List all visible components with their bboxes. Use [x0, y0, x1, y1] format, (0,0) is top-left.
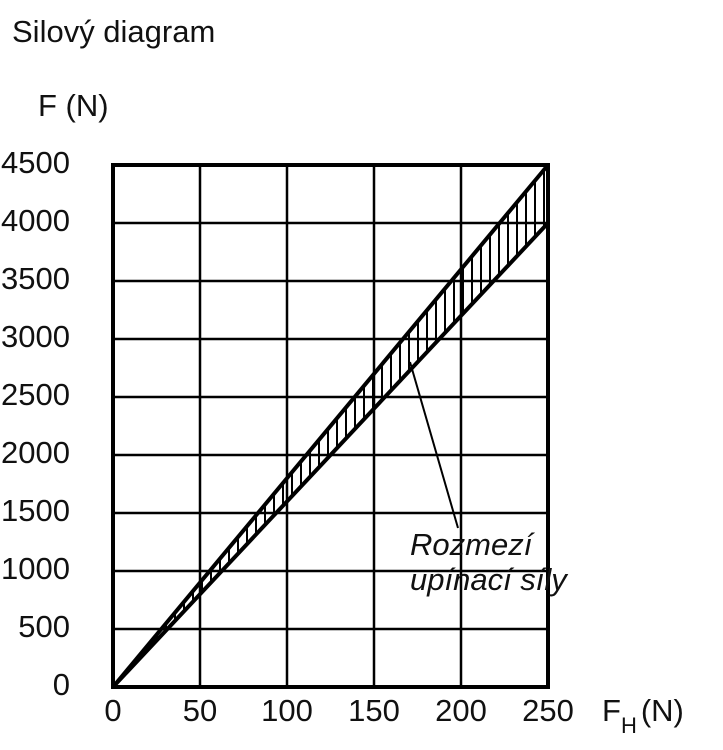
x-axis-label-unit: (N) — [641, 693, 684, 728]
y-tick-label: 500 — [18, 609, 70, 644]
x-tick-label: 200 — [435, 693, 487, 728]
x-axis-label: FH (N) — [602, 693, 684, 738]
leader-line — [409, 361, 459, 529]
y-tick-label: 0 — [53, 667, 70, 702]
chart-title: Silový diagram — [12, 14, 215, 49]
x-axis-label-main: F — [602, 693, 621, 728]
y-tick-label: 3000 — [1, 319, 70, 354]
plot-frame — [111, 163, 550, 689]
x-tick-label: 50 — [183, 693, 217, 728]
y-tick-label: 4000 — [1, 203, 70, 238]
y-tick-label: 3500 — [1, 261, 70, 296]
annotation: Rozmezí — [410, 527, 536, 562]
y-tick-label: 1000 — [1, 551, 70, 586]
x-tick-label: 0 — [104, 693, 121, 728]
x-tick-label: 150 — [348, 693, 400, 728]
y-axis-label: F (N) — [38, 88, 109, 123]
y-tick-label: 1500 — [1, 493, 70, 528]
x-tick-label: 100 — [261, 693, 313, 728]
y-tick-label: 2000 — [1, 435, 70, 470]
x-tick-label: 250 — [522, 693, 574, 728]
y-tick-label: 2500 — [1, 377, 70, 412]
data-line — [111, 163, 550, 689]
x-axis-label-subscript: H — [621, 713, 637, 738]
data-line — [111, 221, 550, 689]
annotation: upínací síly — [410, 562, 569, 597]
y-tick-label: 4500 — [1, 145, 70, 180]
